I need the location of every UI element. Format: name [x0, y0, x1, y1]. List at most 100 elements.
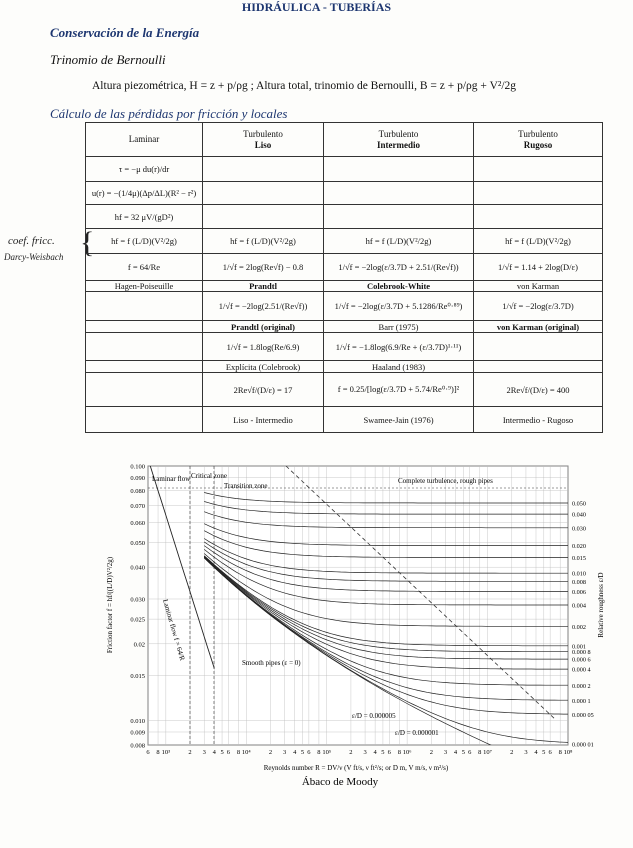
y2-tick-label: 0.006 [572, 589, 586, 596]
x-tick-label: 6 [549, 749, 553, 756]
table-cell [473, 360, 603, 373]
x-tick-label: 6 [227, 749, 231, 756]
y2-tick-label: 0.040 [572, 512, 586, 519]
table-cell [473, 204, 603, 229]
x-tick-label: 5 [220, 749, 223, 756]
cell-text: von Karman (original) [496, 321, 580, 332]
x-tick-label: 6 [468, 749, 472, 756]
table-cell: Haaland (1983) [323, 360, 474, 373]
table-cell [473, 181, 603, 205]
table-cell: von Karman (original) [473, 320, 603, 333]
table-row: u(r) = −(1/4μ)(Δp/ΔL)(R² − r²) [85, 181, 603, 205]
table-cell: Liso - Intermedio [202, 406, 324, 433]
x-tick-label: 10³ [162, 749, 171, 756]
table-cell [202, 156, 324, 182]
table-row: τ = −μ du(r)/dr [85, 156, 603, 182]
table-cell [85, 406, 203, 433]
header-text: Liso [254, 139, 272, 150]
table-cell: Swamee-Jain (1976) [323, 406, 474, 433]
y2-tick-label: 0.000 01 [572, 742, 594, 749]
cell-text: hf = f (L/D)(V²/2g) [365, 236, 432, 246]
table-row: hf = f (L/D)(V²/2g) hf = f (L/D)(V²/2g) hf… [85, 228, 603, 254]
table-cell: Barr (1975) [323, 320, 474, 333]
table-cell: hf = 32 μV/(gD²) [85, 204, 203, 229]
table-cell: von Karman [473, 280, 603, 292]
cell-text: Prandtl (original) [231, 321, 295, 332]
x-tick-label: 4 [374, 749, 378, 756]
y-tick-label: 0.100 [130, 464, 145, 471]
table-cell: 1/√f = −2log(ε/3.7D + 5.1286/Re⁰·⁸⁹) [323, 291, 474, 321]
x-tick-label: 5 [542, 749, 545, 756]
table-cell [473, 156, 603, 182]
x-tick-label: 10⁸ [564, 749, 574, 756]
cell-text: hf = f (L/D)(V²/2g) [230, 236, 296, 246]
cell-text: u(r) = −(1/4μ)(Δp/ΔL)(R² − r²) [91, 188, 197, 198]
table-cell: 1/√f = 1.8log(Re/6.9) [202, 332, 324, 361]
zone-label: Critical zone [191, 472, 227, 480]
table-cell: 2Re√f/(D/ε) = 17 [202, 372, 324, 407]
table-row: Hagen-Poiseuille Prandtl Colebrook-White vo… [85, 280, 603, 292]
roughness-curve [204, 511, 568, 529]
cell-text: 1/√f = 1.8log(Re/6.9) [226, 341, 300, 352]
cell-text: 1/√f = 1.14 + 2log(D/ε) [498, 262, 578, 272]
table-cell: f = 64/Re [85, 253, 203, 281]
table-cell: 2Re√f/(D/ε) = 400 [473, 372, 603, 407]
table-cell [85, 372, 203, 407]
section-title: Conservación de la Energía [50, 25, 200, 40]
cell-text: hf = f (L/D)(V²/2g) [111, 236, 177, 246]
x-tick-label: 8 [398, 749, 401, 756]
x-tick-label: 10⁷ [483, 749, 492, 756]
y2-tick-label: 0.000 6 [572, 657, 591, 664]
subsection-title: Trinomio de Bernoulli [50, 52, 166, 67]
x-tick-label: 3 [363, 749, 366, 756]
y2-tick-label: 0.008 [572, 579, 586, 586]
cell-text: f = 64/Re [127, 262, 161, 272]
roughness-curve [203, 557, 568, 686]
x-tick-label: 3 [444, 749, 447, 756]
cell-text: τ = −μ du(r)/dr [118, 164, 170, 174]
x-tick-label: 5 [381, 749, 384, 756]
header-text: Turbulento [243, 128, 283, 139]
header-cell: Turbulento Liso [202, 122, 324, 157]
x-tick-label: 2 [269, 749, 272, 756]
header-text: Turbulento [378, 128, 419, 139]
y2-tick-label: 0.050 [572, 500, 586, 507]
x-tick-label: 8 [559, 749, 562, 756]
table-cell: Prandtl [202, 280, 324, 292]
moody-diagram: Laminar flow Critical zone Transition zo… [106, 464, 605, 789]
table-row: Liso - Intermedio Swamee-Jain (1976) Inter… [85, 406, 603, 433]
roughness-curve [203, 545, 568, 592]
x-tick-label: 4 [213, 749, 217, 756]
x-tick-label: 4 [534, 749, 538, 756]
table-row: hf = 32 μV/(gD²) [85, 204, 603, 229]
y-tick-label: 0.015 [130, 673, 145, 680]
x-tick-label: 3 [283, 749, 286, 756]
x-tick-label: 2 [510, 749, 513, 756]
laminar-line [149, 466, 215, 669]
figure-caption: Ábaco de Moody [302, 776, 379, 788]
y2-tick-label: 0.020 [572, 543, 586, 550]
x-tick-label: 4 [454, 749, 458, 756]
y2-tick-label: 0.000 8 [572, 649, 591, 656]
annotation: ε/D = 0.000001 [395, 729, 439, 737]
cell-text: 1/√f = 2log(Re√f) − 0.8 [222, 262, 304, 272]
formula-table: Laminar Turbulento Liso Turbulento Intermedi… [85, 122, 603, 433]
table-row: f = 64/Re 1/√f = 2log(Re√f) − 0.8 1/√f = −… [85, 253, 603, 281]
table-cell [323, 156, 474, 182]
x-tick-label: 8 [478, 749, 481, 756]
y2-tick-label: 0.001 [572, 643, 586, 650]
y2-tick-label: 0.015 [572, 555, 586, 562]
y2-axis-title: Relative roughness ε/D [597, 572, 605, 637]
y2-tick-label: 0.010 [572, 571, 586, 578]
table-cell [85, 320, 203, 333]
x-tick-label: 3 [203, 749, 206, 756]
transition-boundary [285, 466, 557, 721]
x-tick-label: 6 [146, 749, 150, 756]
y-tick-label: 0.030 [130, 596, 145, 603]
table-cell: 1/√f = 2log(Re√f) − 0.8 [202, 253, 324, 281]
table-cell: hf = f (L/D)(V²/2g) [85, 228, 203, 254]
cell-text: 1/√f = −2log(ε/3.7D + 5.1286/Re⁰·⁸⁹) [334, 300, 463, 311]
table-cell: Hagen-Poiseuille [85, 280, 203, 292]
zone-label: Transition zone [224, 482, 268, 490]
